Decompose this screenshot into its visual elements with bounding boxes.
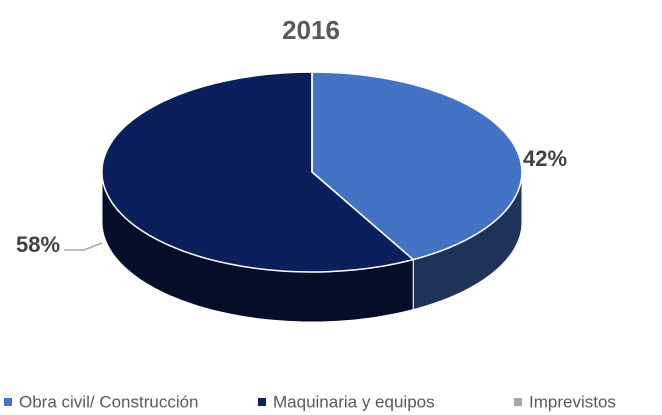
leader-line	[64, 242, 103, 251]
legend-label: Imprevistos	[529, 392, 616, 411]
legend-label: Obra civil/ Construcción	[19, 392, 199, 411]
data-label: 42%	[523, 146, 567, 171]
legend-marker	[258, 398, 266, 406]
legend-marker	[4, 398, 12, 406]
chart-title: 2016	[282, 15, 340, 45]
legend-marker	[514, 398, 522, 406]
pie-slice	[311, 71, 523, 261]
data-label: 58%	[16, 232, 60, 257]
legend-label: Maquinaria y equipos	[273, 392, 435, 411]
pie-slice	[101, 71, 415, 273]
